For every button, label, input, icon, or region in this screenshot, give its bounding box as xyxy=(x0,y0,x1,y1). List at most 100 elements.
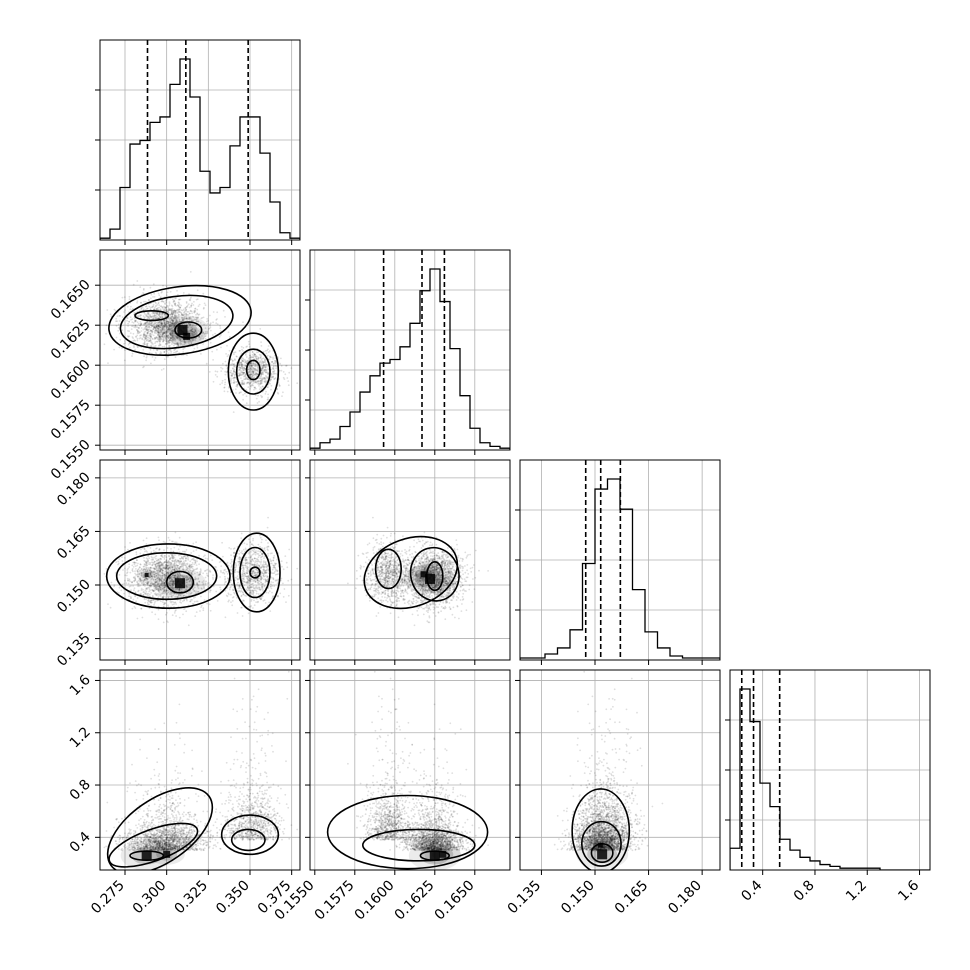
sample-point xyxy=(221,382,224,384)
sample-point xyxy=(154,322,157,325)
sample-point xyxy=(247,580,250,582)
sample-point xyxy=(177,301,180,304)
sample-point xyxy=(190,552,193,554)
sample-point xyxy=(157,566,160,569)
sample-point xyxy=(257,587,259,590)
sample-point xyxy=(178,302,180,305)
sample-point xyxy=(188,592,190,594)
sample-point xyxy=(166,589,169,592)
sample-point xyxy=(154,564,157,566)
sample-point xyxy=(169,325,171,328)
sample-point xyxy=(266,363,268,366)
sample-point xyxy=(221,367,224,370)
sample-point xyxy=(186,562,189,565)
sample-point xyxy=(233,381,235,384)
sample-point xyxy=(173,337,175,340)
sample-point xyxy=(272,595,274,597)
sample-point xyxy=(179,298,182,301)
sample-point xyxy=(147,315,149,318)
sample-point xyxy=(150,340,152,342)
sample-point xyxy=(241,381,244,384)
sample-point xyxy=(157,330,160,333)
sample-point xyxy=(164,319,166,322)
sample-point xyxy=(144,326,147,329)
sample-point xyxy=(129,571,132,574)
sample-point xyxy=(160,578,163,581)
sample-point xyxy=(260,566,263,568)
sample-point xyxy=(248,365,250,367)
sample-point xyxy=(145,581,148,584)
sample-point xyxy=(153,308,155,311)
sample-point xyxy=(137,332,140,335)
sample-point xyxy=(141,338,144,341)
sample-point xyxy=(168,584,171,587)
sample-point xyxy=(174,316,177,318)
sample-point xyxy=(163,309,166,312)
sample-point xyxy=(240,361,243,364)
sample-point xyxy=(165,298,168,301)
sample-point xyxy=(159,316,162,319)
sample-point xyxy=(164,575,167,578)
sample-point xyxy=(254,581,257,583)
sample-point xyxy=(223,386,226,389)
sample-point xyxy=(265,363,267,366)
sample-point xyxy=(233,370,235,373)
sample-point xyxy=(275,360,277,363)
sample-point xyxy=(257,356,260,359)
sample-point xyxy=(159,557,162,560)
sample-point xyxy=(282,371,285,373)
sample-point xyxy=(152,325,155,328)
sample-point xyxy=(140,589,143,591)
sample-point xyxy=(195,333,198,335)
sample-point xyxy=(266,548,269,551)
sample-point xyxy=(132,598,135,601)
sample-point xyxy=(128,295,131,298)
sample-point xyxy=(172,580,175,583)
sample-point xyxy=(196,331,199,334)
sample-point xyxy=(196,313,199,315)
sample-point xyxy=(247,378,250,381)
sample-point xyxy=(155,581,157,584)
sample-point xyxy=(259,379,262,382)
sample-point xyxy=(170,595,173,598)
sample-point xyxy=(173,300,176,303)
sample-point xyxy=(198,563,201,566)
sample-point xyxy=(146,578,149,581)
sample-point xyxy=(209,322,212,324)
sample-point xyxy=(254,587,256,590)
sample-point xyxy=(161,291,163,293)
sample-point xyxy=(260,369,263,372)
sample-point xyxy=(167,328,170,331)
sample-point xyxy=(145,587,148,590)
sample-point xyxy=(260,378,263,381)
sample-point xyxy=(188,323,190,325)
sample-point xyxy=(183,311,186,314)
sample-point xyxy=(173,582,175,585)
sample-point xyxy=(250,369,253,372)
panel-0-0 xyxy=(95,39,301,245)
sample-point xyxy=(165,336,168,338)
sample-point xyxy=(251,366,253,368)
sample-point xyxy=(134,565,137,568)
sample-point xyxy=(159,330,162,332)
sample-point xyxy=(216,348,218,351)
sample-point xyxy=(210,329,212,332)
sample-point xyxy=(179,557,181,560)
sample-point xyxy=(140,323,143,326)
sample-point xyxy=(142,366,144,369)
sample-point xyxy=(146,583,149,586)
sample-point xyxy=(145,550,148,552)
sample-point xyxy=(167,309,170,312)
sample-point xyxy=(139,309,141,311)
sample-point xyxy=(161,333,164,336)
sample-point xyxy=(189,564,192,567)
sample-point xyxy=(202,555,205,558)
sample-point xyxy=(161,300,164,303)
sample-point xyxy=(184,342,187,344)
sample-point xyxy=(252,368,255,371)
sample-point xyxy=(233,363,236,366)
sample-point xyxy=(169,313,171,316)
sample-point xyxy=(176,289,178,292)
sample-point xyxy=(202,331,205,334)
sample-point xyxy=(271,591,273,594)
